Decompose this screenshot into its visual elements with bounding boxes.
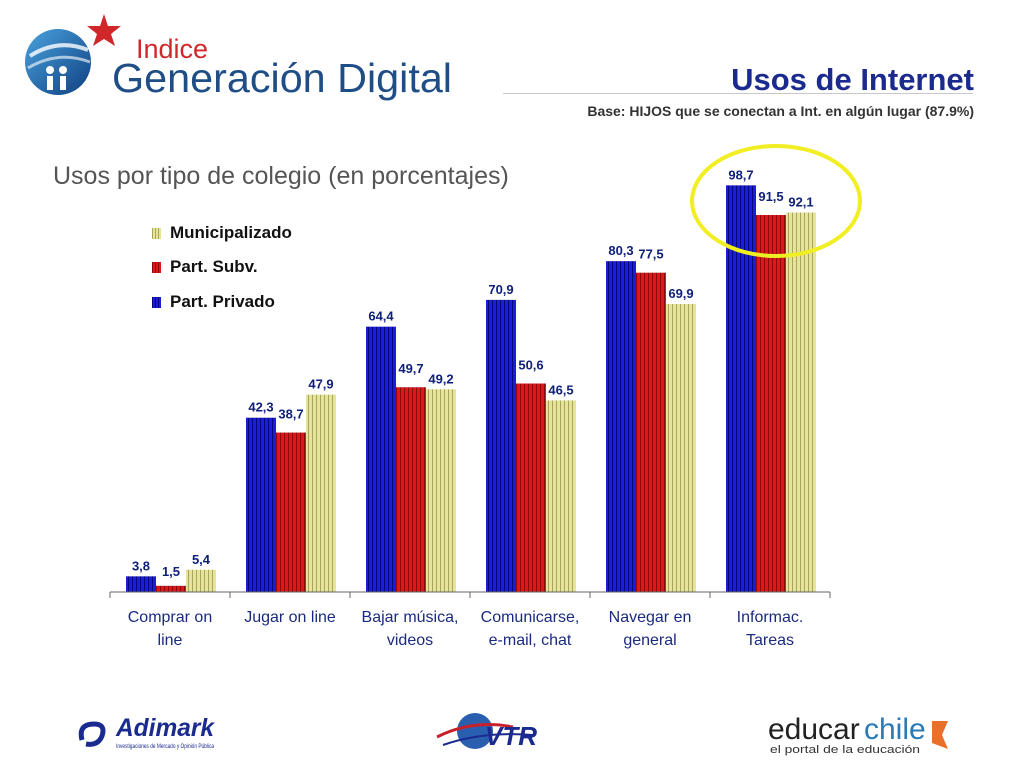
bar-part-subv	[156, 585, 186, 592]
bar-municipalizado	[546, 400, 576, 592]
educarchile-tagline: el portal de la educación	[770, 744, 920, 756]
data-label: 50,6	[518, 358, 543, 373]
data-label: 47,9	[308, 377, 333, 392]
legend-item-part-privado: Part. Privado	[152, 292, 275, 312]
data-label: 38,7	[278, 407, 303, 422]
bar-municipalizado	[426, 389, 456, 592]
indice-generacion-digital-logo: Indice Generación Digital	[18, 10, 488, 110]
bar-part-privado	[246, 417, 276, 592]
legend-label: Municipalizado	[170, 223, 292, 242]
category-tick-label: line	[158, 632, 183, 649]
bar-municipalizado	[666, 304, 696, 592]
legend-swatch-part-privado	[152, 296, 161, 308]
data-label: 46,5	[548, 382, 573, 397]
slide-subtitle: Base: HIJOS que se conectan a Int. en al…	[587, 103, 974, 119]
vtr-name: VTR	[485, 721, 537, 751]
legend-item-part-subv: Part. Subv.	[152, 257, 258, 277]
data-label: 70,9	[488, 282, 513, 297]
chart-title: Usos por tipo de colegio (en porcentajes…	[53, 162, 509, 190]
star-icon	[87, 14, 121, 46]
bar-part-subv	[756, 215, 786, 592]
category-tick-label: Jugar on line	[244, 609, 336, 626]
bar-part-subv	[636, 272, 666, 592]
category-tick-label: Comprar on	[128, 609, 212, 626]
bar-part-subv	[516, 383, 546, 592]
legend-label: Part. Privado	[170, 292, 275, 311]
educarchile-name-b: chile	[864, 713, 926, 746]
category-tick-label: Tareas	[746, 632, 794, 649]
highlight-ellipse	[690, 144, 862, 258]
bar-municipalizado	[786, 212, 816, 592]
adimark-swirl-icon	[78, 721, 106, 747]
legend-item-municipalizado: Municipalizado	[152, 223, 292, 243]
adimark-name: Adimark	[115, 714, 215, 742]
adimark-logo: Adimark Investigaciones de Mercado y Opi…	[76, 710, 221, 754]
data-label: 77,5	[638, 247, 663, 262]
bar-municipalizado	[186, 569, 216, 592]
data-label: 80,3	[608, 243, 633, 258]
data-label: 98,7	[728, 167, 753, 182]
data-label: 92,1	[788, 195, 813, 210]
data-label: 3,8	[132, 558, 150, 573]
legend-swatch-municipalizado	[152, 227, 161, 239]
category-tick-label: Informac.	[737, 609, 804, 626]
category-tick-label: general	[623, 632, 676, 649]
vtr-logo: VTR	[433, 705, 558, 757]
category-tick-label: e-mail, chat	[489, 632, 572, 649]
educarchile-name-a: educar	[768, 713, 860, 746]
data-label: 42,3	[248, 400, 273, 415]
data-label: 49,7	[398, 361, 423, 376]
bar-municipalizado	[306, 394, 336, 592]
category-tick-label: videos	[387, 632, 433, 649]
legend-label: Part. Subv.	[170, 257, 258, 276]
category-tick-label: Navegar en	[609, 609, 692, 626]
logo-main-word: Generación Digital	[112, 55, 452, 101]
slide-title: Usos de Internet	[731, 62, 974, 97]
data-label: 64,4	[368, 309, 394, 324]
data-label: 1,5	[162, 564, 180, 579]
educarchile-mark-icon	[932, 721, 948, 749]
bar-part-privado	[486, 299, 516, 592]
bar-part-privado	[606, 261, 636, 592]
data-label: 49,2	[428, 371, 453, 386]
header-divider	[503, 93, 973, 94]
bar-part-subv	[276, 432, 306, 592]
adimark-tagline: Investigaciones de Mercado y Opinión Púb…	[116, 744, 215, 750]
vtr-globe-icon	[457, 713, 493, 749]
data-label: 91,5	[758, 189, 783, 204]
data-label: 5,4	[192, 552, 211, 567]
educarchile-logo: educar chile el portal de la educación	[766, 705, 956, 760]
logo-small-word: Indice	[136, 34, 208, 64]
bar-part-privado	[366, 326, 396, 592]
data-label: 69,9	[668, 286, 693, 301]
bar-part-subv	[396, 387, 426, 592]
category-tick-label: Comunicarse,	[481, 609, 580, 626]
category-tick-label: Bajar música,	[362, 609, 459, 626]
legend-swatch-part-subv	[152, 261, 161, 273]
bar-part-privado	[126, 576, 156, 592]
